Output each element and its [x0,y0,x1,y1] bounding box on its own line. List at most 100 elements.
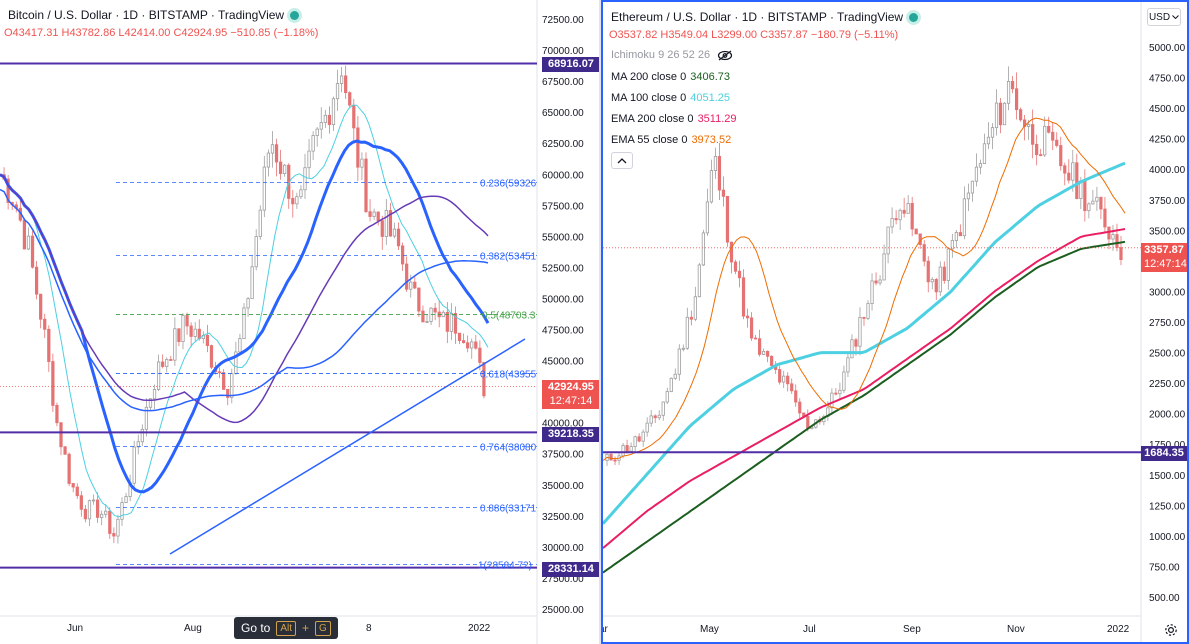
btc-axis-bg [537,0,600,644]
btc-trend-line [169,338,526,555]
eth-candle [673,373,677,379]
btc-candle [83,508,88,520]
eth-candle [613,459,617,462]
eth-time-label: Nov [1007,624,1025,635]
eth-time-label: Sep [903,624,921,635]
eth-candle [982,143,987,164]
btc-candle [148,398,153,408]
btc-candle [262,166,266,211]
indicator-ma200[interactable]: MA 200 close 0 3406.73 [611,71,730,83]
btc-mid-tag: 39218.35 [542,427,600,442]
btc-chart-pane[interactable]: 72500.00 70000.00 67500.00 65000.00 62500.00… [0,0,600,644]
ichimoku-label: Ichimoku 9 26 52 26 [611,49,711,61]
eth-candle [757,338,762,355]
eth-candle [838,389,842,395]
btc-time-label: Aug [184,623,202,634]
btc-candle [323,114,327,123]
btc-candle [116,518,120,537]
btc-candle [22,219,27,250]
btc-axis-tick: 35000.00 [542,481,584,492]
eth-candle [661,401,665,416]
goto-label: Go to [241,621,271,635]
btc-candle [405,263,409,290]
btc-candle [258,209,262,237]
btc-candle [380,220,384,237]
btc-candle [197,328,201,340]
gear-icon[interactable] [1163,622,1179,638]
eth-chart-canvas[interactable]: 5000.00 4750.00 4500.00 4250.00 4000.00 3750.… [603,2,1187,642]
eth-candle [770,355,774,366]
eth-candle [753,337,758,340]
eth-candle [794,390,798,403]
indicator-ema55[interactable]: EMA 55 close 0 3973.52 [611,134,731,146]
eth-candle [782,375,786,383]
eth-candle [745,315,750,319]
eth-candle [1095,196,1099,202]
btc-countdown-tag: 12:47:14 [542,394,600,409]
btc-candle [87,500,92,520]
eth-axis-tick: 1750.00 [1149,440,1186,451]
btc-candle [291,198,295,205]
eth-candle [930,278,934,283]
goto-button[interactable]: Go to Alt + G [234,617,338,639]
eth-chart-pane[interactable]: 5000.00 4750.00 4500.00 4250.00 4000.00 3750.… [601,0,1189,644]
btc-candle [59,422,63,448]
btc-chart-canvas[interactable]: 72500.00 70000.00 67500.00 65000.00 62500.00… [0,0,600,644]
btc-candle [400,245,405,265]
eth-candle [878,279,882,284]
indicator-ma100[interactable]: MA 100 close 0 4051.25 [611,92,730,104]
btc-axis-tick: 55000.00 [542,232,584,243]
currency-label: USD [1148,11,1171,23]
eth-candle [950,240,954,250]
eth-candle [994,102,999,129]
btc-axis-tick: 32500.00 [542,512,584,523]
eye-hidden-icon[interactable] [717,50,733,61]
eth-candle [986,136,991,145]
btc-candle [307,150,311,169]
eth-candle [974,166,979,182]
eth-candle [669,377,673,392]
eth-candle [858,317,862,347]
btc-candle [396,228,401,247]
eth-candle [625,445,629,452]
eth-candle [1103,208,1107,228]
indicator-ema200[interactable]: EMA 200 close 0 3511.29 [611,113,737,125]
eth-candle [1047,126,1051,133]
eth-candle [850,339,854,359]
btc-ma-slow [0,188,489,412]
currency-select[interactable]: USD [1147,8,1181,26]
btc-candle [376,211,380,222]
eth-axis-tick: 3750.00 [1149,196,1186,207]
eth-candle [790,383,794,392]
market-open-icon [909,13,919,23]
btc-candle [457,332,462,341]
eth-candle [870,280,874,304]
eth-axis-tick: 4250.00 [1149,135,1186,146]
eth-candle [653,415,657,419]
eth-high: H3549.04 [660,29,709,41]
btc-candle [466,342,470,349]
eth-candle [934,278,938,293]
btc-candle [173,328,177,361]
btc-candle [43,318,47,330]
eth-candle [898,209,902,221]
eth-candle [1115,234,1119,248]
eth-candle [657,414,661,419]
eth-candle [902,209,906,214]
btc-candle [250,266,254,300]
btc-ohlc: O43417.31 H43782.86 L42414.00 C42924.95 … [4,27,318,39]
btc-fib-label: 0.236(59326 [480,179,537,190]
collapse-legend-button[interactable] [611,152,633,169]
pane-divider[interactable] [599,0,601,644]
btc-candle [104,510,108,515]
btc-candle [165,359,169,367]
eth-time-label: May [700,624,719,635]
btc-current-tag: 42924.95 [542,380,600,395]
ichimoku-row[interactable]: Ichimoku 9 26 52 26 [611,49,733,61]
btc-fib-label: 0.886(33171 [480,504,537,515]
eth-candle [862,317,866,319]
eth-candle [846,357,850,373]
btc-candle [392,228,397,237]
btc-candle [445,311,449,332]
eth-candle [1027,124,1031,127]
